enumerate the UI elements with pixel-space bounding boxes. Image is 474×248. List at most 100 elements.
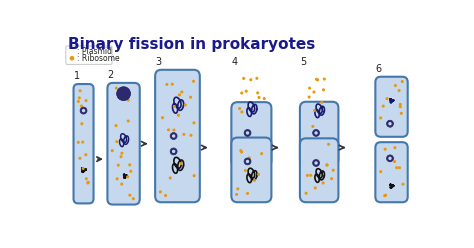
Circle shape (394, 84, 397, 87)
Text: 6: 6 (375, 64, 382, 74)
Circle shape (169, 176, 172, 180)
Circle shape (173, 128, 175, 131)
Circle shape (246, 160, 249, 163)
Circle shape (81, 141, 84, 144)
Circle shape (401, 80, 404, 83)
Circle shape (393, 146, 396, 149)
Circle shape (161, 116, 164, 119)
Circle shape (308, 87, 311, 90)
Circle shape (246, 192, 249, 195)
Circle shape (255, 77, 258, 80)
Circle shape (165, 83, 168, 86)
Circle shape (120, 183, 123, 186)
Circle shape (314, 186, 317, 189)
Circle shape (119, 155, 122, 158)
Text: 3: 3 (155, 57, 161, 67)
Circle shape (192, 121, 195, 124)
FancyBboxPatch shape (231, 138, 272, 202)
Circle shape (129, 170, 132, 173)
Circle shape (401, 183, 404, 186)
Circle shape (388, 157, 392, 160)
Circle shape (253, 179, 256, 182)
Circle shape (180, 91, 183, 93)
Circle shape (244, 129, 251, 136)
Circle shape (316, 78, 319, 81)
Circle shape (85, 177, 88, 180)
Circle shape (386, 155, 393, 162)
Circle shape (87, 181, 90, 184)
Circle shape (325, 163, 328, 166)
Circle shape (71, 50, 73, 53)
Circle shape (332, 169, 335, 172)
Circle shape (173, 105, 176, 108)
Circle shape (306, 174, 309, 177)
Circle shape (172, 134, 175, 138)
Circle shape (126, 175, 129, 179)
Circle shape (382, 105, 385, 108)
Circle shape (313, 109, 316, 112)
Circle shape (178, 93, 181, 96)
Text: 5: 5 (300, 57, 306, 67)
Circle shape (385, 97, 389, 100)
Circle shape (391, 157, 394, 160)
Circle shape (180, 162, 182, 165)
Circle shape (127, 120, 130, 123)
Text: : Plasmid: : Plasmid (77, 47, 111, 56)
Circle shape (246, 131, 249, 135)
Circle shape (117, 164, 120, 167)
Circle shape (82, 167, 85, 170)
FancyBboxPatch shape (375, 77, 408, 137)
Circle shape (260, 152, 263, 155)
Circle shape (240, 110, 244, 114)
FancyBboxPatch shape (375, 142, 408, 202)
Circle shape (115, 140, 118, 143)
FancyBboxPatch shape (231, 102, 272, 167)
Circle shape (182, 133, 185, 136)
Circle shape (86, 182, 89, 185)
Circle shape (399, 103, 402, 106)
Circle shape (322, 182, 325, 185)
Circle shape (172, 150, 175, 153)
Circle shape (192, 174, 196, 177)
Circle shape (245, 90, 248, 93)
Text: 4: 4 (231, 57, 237, 67)
Circle shape (78, 96, 81, 99)
Circle shape (120, 152, 123, 155)
Circle shape (244, 158, 251, 165)
Circle shape (327, 143, 330, 146)
Circle shape (323, 78, 326, 81)
Circle shape (239, 149, 242, 152)
Circle shape (77, 100, 80, 103)
Circle shape (399, 105, 402, 108)
FancyBboxPatch shape (155, 70, 200, 202)
Circle shape (240, 92, 243, 94)
Circle shape (84, 153, 87, 156)
Text: : Ribosome: : Ribosome (77, 54, 119, 63)
Circle shape (192, 80, 195, 83)
Circle shape (248, 156, 251, 159)
Circle shape (80, 122, 83, 125)
Circle shape (398, 166, 401, 169)
Circle shape (312, 91, 316, 93)
Circle shape (170, 148, 177, 155)
Circle shape (313, 129, 319, 136)
FancyBboxPatch shape (300, 102, 338, 166)
Circle shape (257, 173, 260, 176)
Text: 1: 1 (73, 71, 80, 81)
Text: 2: 2 (108, 70, 114, 80)
Circle shape (80, 104, 83, 108)
Circle shape (115, 87, 118, 90)
Circle shape (379, 116, 382, 120)
Circle shape (257, 96, 261, 99)
Circle shape (128, 194, 131, 197)
Circle shape (326, 164, 328, 167)
Circle shape (314, 131, 318, 135)
Circle shape (189, 96, 192, 99)
Circle shape (190, 134, 192, 137)
Circle shape (70, 56, 74, 61)
Circle shape (244, 169, 247, 172)
Circle shape (77, 141, 80, 144)
Circle shape (82, 109, 85, 112)
Circle shape (309, 174, 312, 177)
Circle shape (111, 149, 114, 152)
